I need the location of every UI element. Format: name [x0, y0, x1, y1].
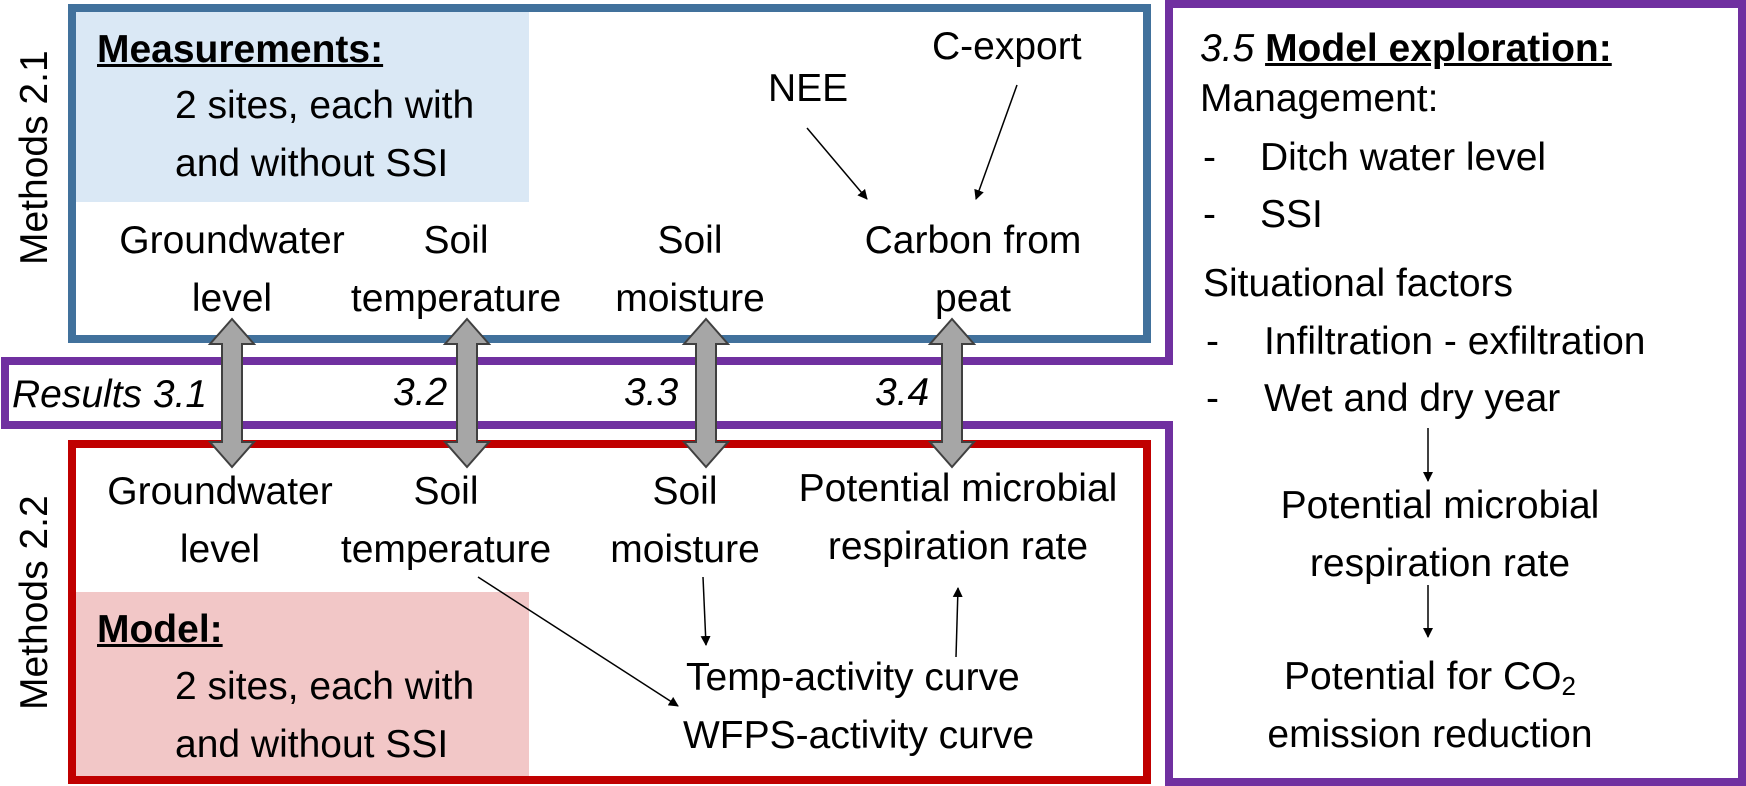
exp-pmr-line1: Potential microbial [1280, 484, 1600, 527]
sit-bullet-2: - [1206, 377, 1219, 420]
measurements-desc-line1: 2 sites, each with [175, 84, 475, 127]
methods22-box [68, 440, 1151, 784]
m22-soiltemp-line2: temperature [340, 528, 552, 571]
nee-label: NEE [768, 67, 849, 110]
methods21-box [68, 4, 1151, 343]
methods22-side-label: Methods 2.2 [13, 495, 56, 710]
double-arrow-groundwater [207, 317, 257, 469]
m22-soilmoist-line2: moisture [610, 528, 760, 571]
exp-pmr-line2: respiration rate [1309, 542, 1571, 585]
temp-activity-curve: Temp-activity curve [686, 656, 1020, 699]
mgmt-bullet-1: - [1203, 136, 1216, 179]
exploration-title: 3.5 Model exploration: [1200, 20, 1612, 78]
results-3-3: 3.3 [624, 371, 679, 414]
model-desc-line2: and without SSI [175, 723, 449, 766]
measurements-desc-line2: and without SSI [175, 142, 449, 185]
m22-respiration-line1: Potential microbial [798, 467, 1118, 510]
m22-groundwater-line1: Groundwater [107, 470, 333, 513]
sit-bullet-1: - [1206, 320, 1219, 363]
methods21-side-label: Methods 2.1 [13, 50, 56, 265]
m21-soiltemp-line1: Soil [423, 219, 489, 262]
m22-respiration-line2: respiration rate [827, 525, 1089, 568]
mgmt-bullet-2: - [1203, 193, 1216, 236]
model-shade [75, 592, 529, 777]
results-3-2: 3.2 [393, 371, 448, 414]
arrow-cexport-to-carbon [974, 84, 1018, 200]
measurements-shade [75, 12, 529, 202]
double-arrow-soil-moisture [681, 317, 731, 469]
sit-item-infiltration: Infiltration - exfiltration [1264, 320, 1646, 363]
sit-item-wetdry: Wet and dry year [1264, 377, 1561, 420]
m22-soilmoist-line1: Soil [652, 470, 718, 513]
exp-potential-line2: emission reduction [1267, 713, 1593, 756]
m21-soilmoist-line2: moisture [615, 277, 765, 320]
wfps-activity-curve: WFPS-activity curve [683, 714, 1035, 757]
mgmt-item-ditch: Ditch water level [1260, 136, 1547, 179]
arrow-moisture-to-curve [700, 576, 711, 646]
m21-carbon-line2: peat [935, 277, 1011, 320]
arrow-curve-to-respiration [952, 587, 963, 658]
management-label: Management: [1200, 77, 1439, 120]
arrow-nee-to-carbon [806, 127, 868, 200]
m21-carbon-line1: Carbon from [864, 219, 1082, 262]
double-arrow-carbon [927, 317, 977, 469]
exploration-number: 3.5 [1200, 27, 1255, 70]
arrow-temperature-to-curve [477, 576, 679, 707]
m22-groundwater-line2: level [179, 528, 261, 571]
model-heading: Model: [97, 608, 223, 651]
cexport-label: C-export [932, 25, 1082, 68]
m22-soiltemp-line1: Soil [413, 470, 479, 513]
m21-groundwater-line1: Groundwater [119, 219, 345, 262]
mgmt-item-ssi: SSI [1260, 193, 1323, 236]
co2-subscript: 2 [1561, 671, 1576, 701]
exp-potential-line1: Potential for CO2 [1210, 648, 1650, 706]
exp-potential-text: Potential for CO [1284, 655, 1562, 698]
model-desc-line1: 2 sites, each with [175, 665, 475, 708]
m21-groundwater-line2: level [191, 277, 273, 320]
situational-label: Situational factors [1203, 262, 1514, 305]
exploration-heading: Model exploration: [1265, 27, 1612, 70]
m21-soilmoist-line1: Soil [657, 219, 723, 262]
measurements-heading: Measurements: [97, 28, 384, 71]
double-arrow-soil-temperature [442, 317, 492, 469]
results-3-4: 3.4 [875, 371, 930, 414]
results-prefix: Results 3.1 [12, 373, 208, 416]
m21-soiltemp-line2: temperature [350, 277, 562, 320]
